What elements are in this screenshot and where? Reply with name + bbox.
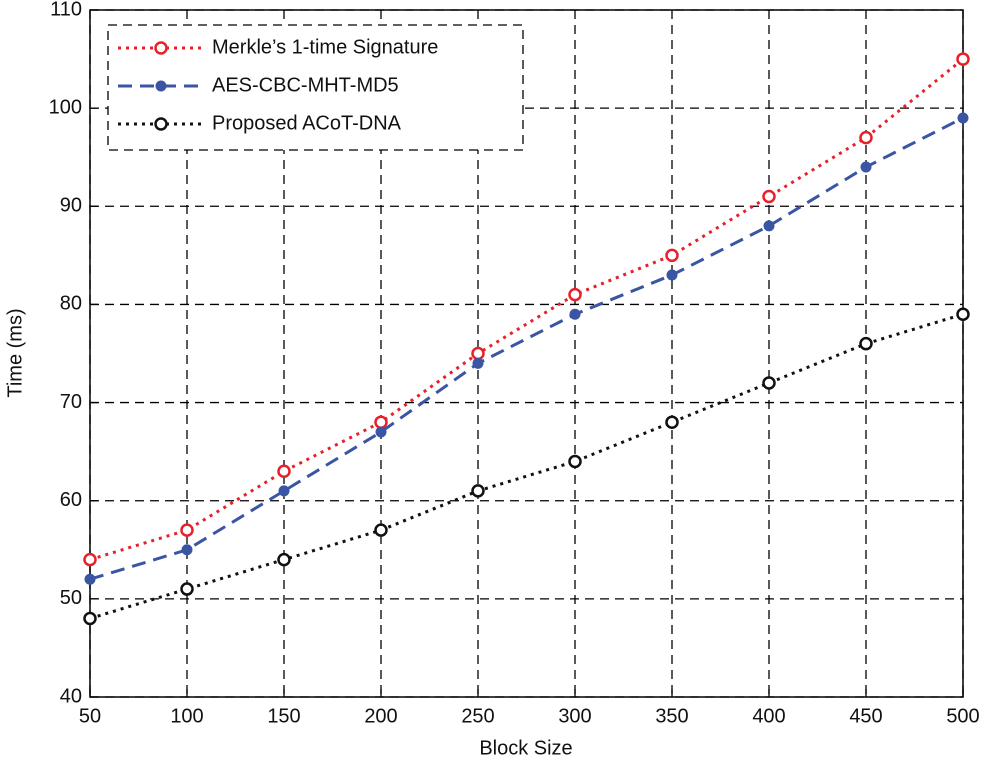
marker [374, 523, 388, 537]
marker [83, 552, 97, 567]
marker [180, 582, 194, 596]
x-tick-label: 350 [655, 705, 688, 727]
plot-frame [89, 9, 964, 698]
marker [957, 112, 969, 124]
y-tick-label: 70 [60, 391, 82, 413]
marker [374, 415, 388, 429]
marker [471, 484, 485, 498]
x-tick-label: 500 [946, 705, 979, 727]
y-tick-label: 110 [50, 0, 82, 20]
marker [860, 161, 872, 173]
marker [763, 220, 775, 232]
marker [956, 307, 970, 321]
marker [180, 523, 194, 537]
y-tick-label: 100 [49, 96, 82, 118]
marker [568, 454, 582, 469]
marker [568, 287, 582, 302]
marker [762, 376, 776, 390]
marker [277, 552, 291, 567]
marker [666, 269, 678, 281]
marker [277, 464, 291, 479]
x-tick-label: 100 [170, 705, 203, 727]
marker [181, 544, 193, 556]
marker [569, 308, 581, 320]
legend-marker [154, 41, 168, 55]
y-axis-label: Time (ms) [4, 308, 26, 397]
series-line [89, 312, 964, 620]
legend-label: Proposed ACoT-DNA [212, 112, 402, 134]
y-tick-label: 60 [60, 489, 82, 511]
y-tick-label: 50 [60, 587, 82, 609]
marker [471, 346, 485, 361]
x-axis-label: Block Size [479, 737, 572, 759]
x-tick-label: 300 [558, 705, 591, 727]
x-tick-label: 50 [79, 705, 101, 727]
legend-marker [155, 80, 167, 92]
y-tick-label: 40 [60, 685, 82, 707]
marker [859, 130, 873, 145]
legend-label: Merkle’s 1-time Signature [212, 36, 438, 58]
marker [375, 426, 387, 438]
marker [665, 248, 679, 263]
x-tick-label: 150 [267, 705, 300, 727]
marker [472, 357, 484, 369]
x-tick-label: 200 [364, 705, 397, 727]
marker [762, 189, 776, 204]
x-tick-label: 400 [752, 705, 785, 727]
marker [278, 485, 290, 497]
x-tick-label: 450 [849, 705, 882, 727]
legend-box [107, 24, 524, 151]
marker [665, 415, 679, 429]
legend-marker [154, 117, 168, 131]
marker [83, 611, 97, 626]
y-tick-label: 80 [60, 293, 82, 315]
marker [859, 336, 873, 351]
marker [956, 52, 970, 66]
x-tick-label: 250 [461, 705, 494, 727]
legend-label: AES-CBC-MHT-MD5 [212, 74, 399, 96]
series-line [89, 116, 964, 581]
y-tick-label: 90 [60, 195, 82, 217]
marker [84, 573, 96, 585]
